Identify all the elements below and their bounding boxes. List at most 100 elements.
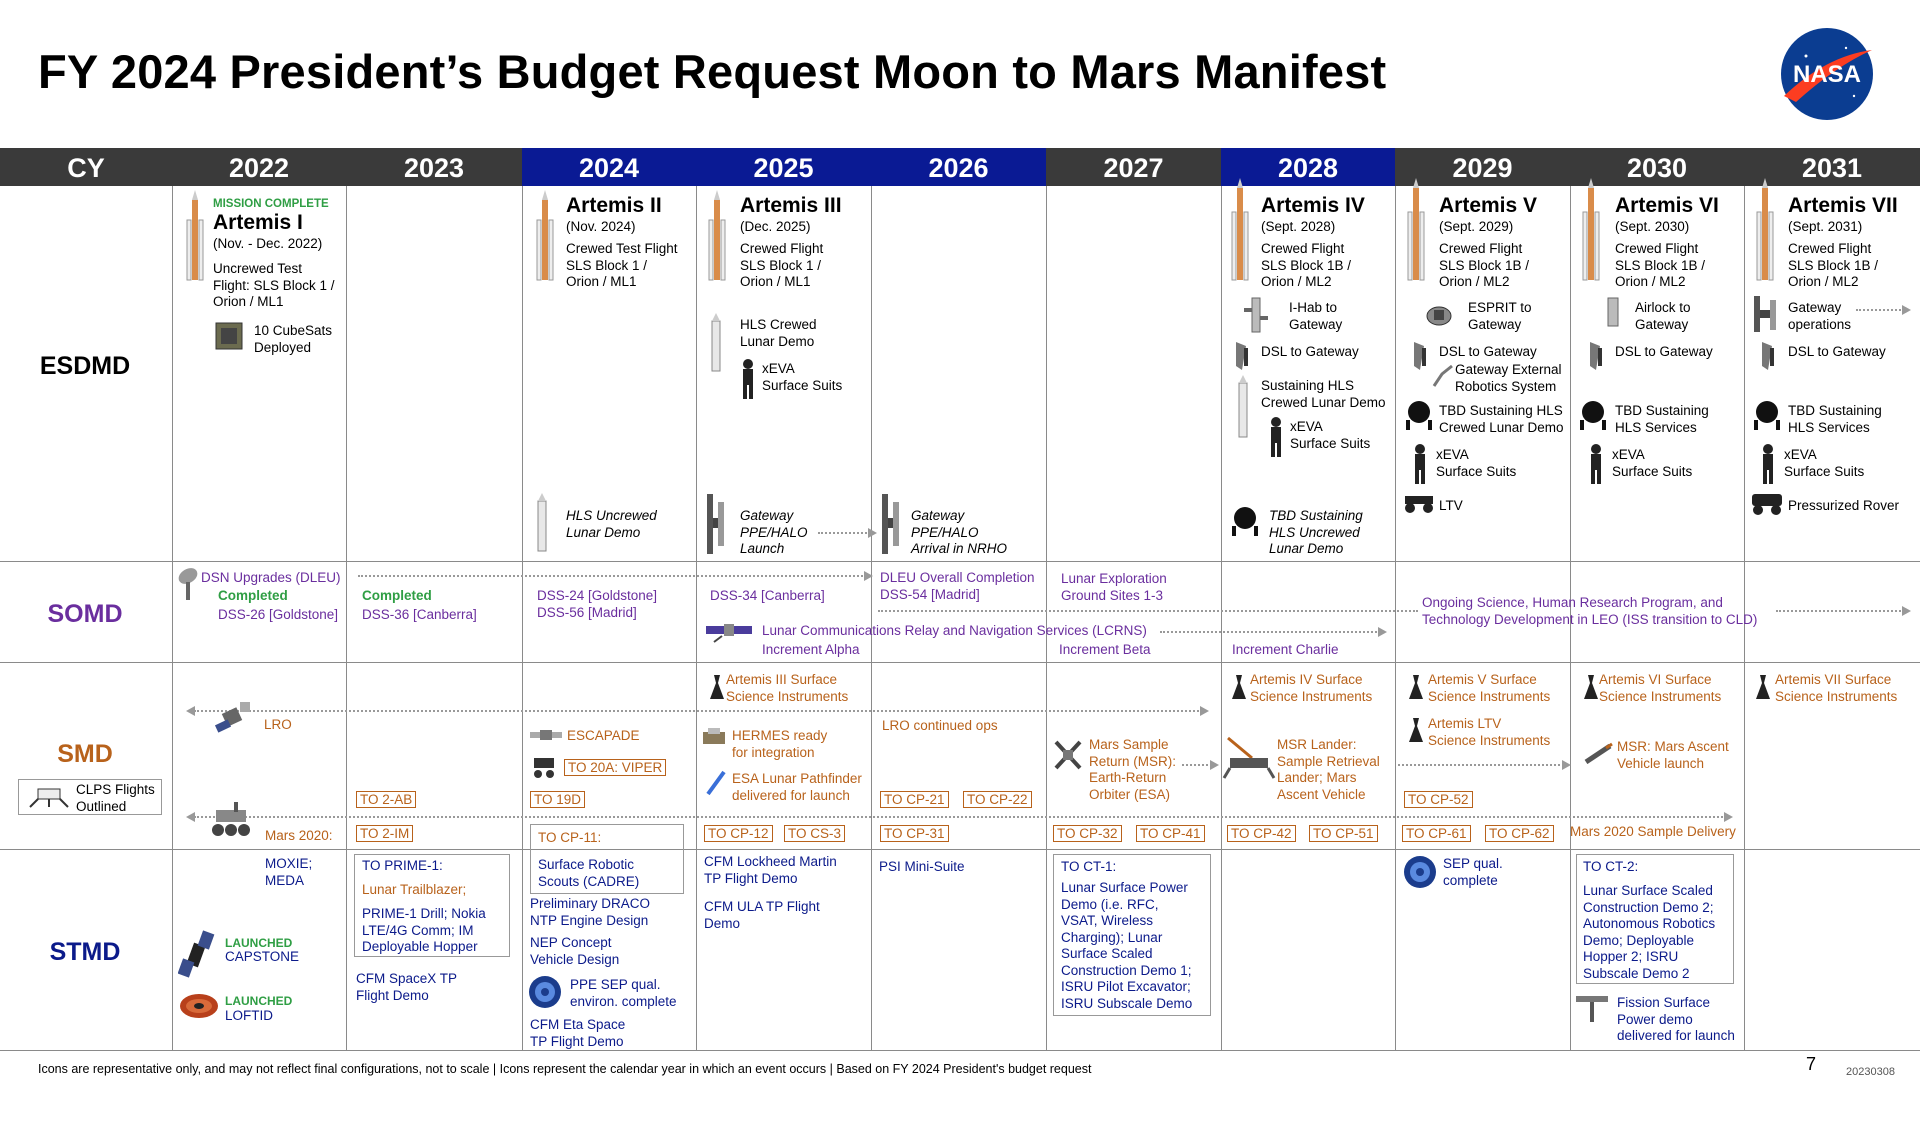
xeva-suits-text: xEVA Surface Suits [1612,447,1693,479]
xeva-suits-text: xEVA Surface Suits [1290,419,1371,451]
hls-crewed-text: HLS Crewed Lunar Demo [740,317,817,349]
airlock-text: Airlock to Gateway [1635,300,1691,332]
dsn-antenna-icon [176,566,202,607]
gateway-operations-text: Gateway operations [1788,300,1852,332]
dotted-arrow [1160,631,1380,633]
dsl-text: DSL to Gateway [1439,344,1537,359]
artemis-4-date: (Sept. 2028) [1261,219,1336,234]
xeva-suit-icon [738,358,758,405]
sustaining-lander-icon [1576,398,1610,437]
ihab-module-icon [1244,296,1270,341]
sep-thruster-icon [1402,854,1438,895]
year-2026: 2026 [871,148,1046,186]
xeva-suits-text: xEVA Surface Suits [1436,447,1517,479]
to-cp11-text: TO CP-11: [538,830,602,845]
capstone-cubesat-icon [177,930,218,983]
cy-label: CY [67,153,105,183]
row-divider [0,1050,1920,1051]
xeva-suit-icon [1758,443,1778,490]
lunar-pathfinder-icon [704,768,728,803]
row-label-stmd: STMD [49,938,121,966]
science-instrument-icon [706,673,728,708]
to-20a-viper-badge: TO 20A: VIPER [564,759,667,776]
loftid-text: LOFTID [225,1008,274,1023]
xeva-suits-text: xEVA Surface Suits [1784,447,1865,479]
science-instrument-icon [1752,673,1774,708]
sep-thruster-icon [527,974,563,1015]
ct-2-box [1576,854,1734,984]
esa-pathfinder-text: ESA Lunar Pathfinder delivered for launc… [732,771,862,803]
to-cs3-badge: TO CS-3 [784,825,846,842]
to-cp41-badge: TO CP-41 [1136,825,1205,842]
ct-1-text: Lunar Surface Power Demo (i.e. RFC, VSAT… [1061,880,1193,1011]
clps-legend-box [18,779,162,815]
row-label-smd: SMD [57,740,113,768]
cfm-ula-text: CFM ULA TP Flight Demo [704,899,820,931]
capstone-text: CAPSTONE [225,949,300,964]
artemis-7-instruments-text: Artemis VII Surface Science Instruments [1775,672,1898,704]
arrow-head [1210,760,1219,770]
sls-rocket-icon [708,190,726,295]
grid-line [696,186,697,1051]
tbd-crewed-text: TBD Sustaining HLS Crewed Lunar Demo [1439,403,1564,435]
lcrns-text: Lunar Communications Relay and Navigatio… [762,623,1147,638]
dss-26-text: DSS-26 [Goldstone] [218,607,339,622]
cp-11-box [530,824,684,894]
artemis-7-date: (Sept. 2031) [1788,219,1863,234]
ltv-rover-icon [1402,492,1436,519]
ihab-text: I-Hab to Gateway [1289,300,1343,332]
year-2027: 2027 [1103,153,1164,183]
artemis-7-title: Artemis VII [1788,194,1898,217]
arrow-head [186,706,195,716]
grid-line [1570,186,1571,1051]
artemis-6-desc: Crewed Flight SLS Block 1B / Orion / ML2 [1615,241,1706,289]
esprit-module-icon [1424,302,1454,333]
nep-text: NEP Concept Vehicle Design [530,935,620,967]
lunar-ground-sites-text: Lunar Exploration Ground Sites 1-3 [1061,571,1167,603]
mission-complete-badge: MISSION COMPLETE [213,198,329,210]
launched-badge: LAUNCHED [225,994,293,1008]
year-2028: 2028 [1221,148,1395,186]
artemis-3-desc: Crewed Flight SLS Block 1 / Orion / ML1 [740,241,824,289]
year-2031: 2031 [1801,153,1863,183]
artemis-3-date: (Dec. 2025) [740,219,811,234]
dotted-arrow [1182,764,1212,766]
clps-legend-text: CLPS Flights Outlined [76,782,155,814]
arrow-head [186,812,195,822]
grid-line [522,186,523,1051]
mars-orbiter-icon [1052,738,1084,777]
prime-1-to-text: TO PRIME-1: [362,858,443,873]
arrow-head [1902,305,1911,315]
msr-lander-text: MSR Lander: Sample Retrieval Lander; Mar… [1277,737,1380,802]
dsl-icon [1758,340,1778,377]
msr-lander-icon [1222,734,1276,785]
to-cp42-badge: TO CP-42 [1227,825,1296,842]
artemis-2-title: Artemis II [566,194,662,217]
footer-note: Icons are representative only, and may n… [38,1062,1092,1076]
clps-lander-icon [28,783,70,814]
tbd-uncrewed-text: TBD Sustaining HLS Uncrewed Lunar Demo [1269,508,1363,556]
gateway-icon [881,492,901,561]
relay-satellite-icon [704,616,754,651]
cubesat-icon [212,319,246,358]
ppe-sep-text: PPE SEP qual. environ. complete [570,977,677,1009]
lro-satellite-icon [214,700,254,739]
dotted-arrow [1776,610,1904,612]
dsl-icon [1410,340,1430,377]
to-cp32-badge: TO CP-32 [1053,825,1122,842]
escapade-spacecraft-icon [530,724,562,751]
sustaining-lander-icon [1402,398,1436,437]
robotic-arm-icon [1432,362,1454,393]
pressurized-rover-icon [1750,492,1784,521]
year-header: CY 2022 2023 2024 2025 2026 2027 2028 20… [0,148,1920,186]
sep-qual-text: SEP qual. complete [1443,856,1503,888]
ct-2-to-text: TO CT-2: [1583,859,1639,874]
gateway-icon [706,492,726,561]
prime-1-text: PRIME-1 Drill; Nokia LTE/4G Comm; IM Dep… [362,906,486,954]
sls-rocket-icon [186,190,204,295]
ltv-instruments-text: Artemis LTV Science Instruments [1428,716,1551,748]
dsl-text: DSL to Gateway [1788,344,1886,359]
artemis-4-desc: Crewed Flight SLS Block 1B / Orion / ML2 [1261,241,1352,289]
arrow-head [1378,627,1387,637]
dsl-icon [1232,340,1252,377]
